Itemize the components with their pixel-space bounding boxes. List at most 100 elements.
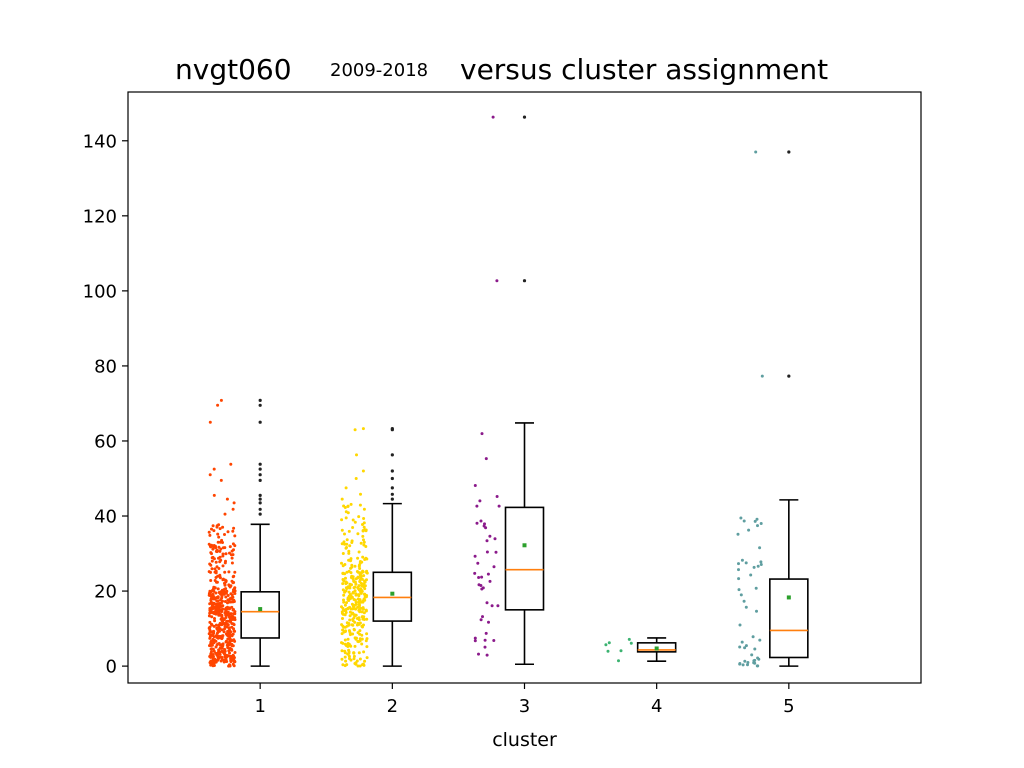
scatter-point bbox=[344, 582, 348, 586]
scatter-point bbox=[736, 532, 740, 536]
scatter-point bbox=[756, 524, 759, 528]
scatter-point bbox=[492, 639, 496, 642]
scatter-point bbox=[208, 635, 212, 639]
scatter-point bbox=[353, 564, 357, 568]
scatter-point bbox=[345, 538, 349, 542]
scatter-point bbox=[353, 636, 357, 640]
scatter-point bbox=[473, 554, 477, 558]
scatter-point bbox=[363, 659, 367, 663]
scatter-point bbox=[341, 617, 344, 620]
scatter-point bbox=[742, 599, 746, 603]
scatter-point bbox=[344, 576, 347, 580]
scatter-point bbox=[217, 556, 220, 560]
scatter-point bbox=[343, 572, 347, 576]
scatter-point bbox=[221, 578, 225, 582]
scatter-point bbox=[230, 625, 234, 629]
scatter-point bbox=[350, 623, 354, 627]
scatter-point bbox=[353, 620, 357, 624]
scatter-point bbox=[479, 618, 483, 622]
scatter-point bbox=[218, 646, 222, 650]
scatter-point bbox=[362, 525, 366, 529]
scatter-point bbox=[756, 656, 760, 660]
outlier-point bbox=[787, 150, 791, 154]
scatter-point bbox=[359, 578, 362, 581]
scatter-point bbox=[473, 639, 477, 643]
scatter-point bbox=[362, 540, 366, 544]
scatter-point bbox=[488, 534, 492, 538]
scatter-point bbox=[360, 610, 364, 614]
scatter-point bbox=[232, 638, 236, 642]
scatter-point bbox=[227, 643, 231, 647]
outlier-point bbox=[258, 507, 262, 511]
cluster-1 bbox=[207, 398, 280, 668]
scatter-point bbox=[346, 511, 350, 515]
scatter-point bbox=[760, 374, 764, 378]
scatter-point bbox=[347, 596, 350, 600]
scatter-point bbox=[223, 624, 227, 628]
scatter-point bbox=[352, 651, 356, 655]
scatter-point bbox=[347, 529, 351, 533]
scatter-point bbox=[226, 637, 230, 641]
scatter-point bbox=[347, 549, 351, 553]
scatter-point bbox=[617, 659, 620, 663]
scatter-point bbox=[352, 598, 356, 601]
scatter-point bbox=[737, 562, 740, 566]
scatter-point bbox=[352, 654, 356, 658]
y-tick-label: 0 bbox=[106, 657, 117, 678]
scatter-point bbox=[355, 570, 359, 573]
scatter-point bbox=[219, 478, 223, 482]
scatter-point bbox=[347, 623, 351, 627]
scatter-point bbox=[224, 616, 228, 619]
scatter-point bbox=[214, 546, 218, 550]
scatter-point bbox=[208, 533, 212, 537]
scatter-point bbox=[750, 653, 754, 657]
scatter-point bbox=[214, 569, 218, 573]
outlier-point bbox=[258, 497, 262, 501]
scatter-point bbox=[359, 492, 362, 496]
scatter-point bbox=[348, 544, 352, 548]
scatter-point bbox=[223, 546, 227, 550]
scatter-point bbox=[208, 473, 212, 477]
cluster-4 bbox=[604, 637, 677, 663]
scatter-point bbox=[358, 664, 362, 668]
scatter-point bbox=[341, 663, 345, 667]
outlier-point bbox=[258, 462, 262, 466]
scatter-point bbox=[215, 626, 219, 630]
y-tick-label: 140 bbox=[83, 131, 117, 152]
y-tick-label: 20 bbox=[94, 582, 117, 603]
scatter-point bbox=[758, 546, 762, 550]
scatter-point bbox=[207, 614, 211, 618]
scatter-point bbox=[216, 655, 220, 659]
scatter-point bbox=[353, 589, 357, 593]
scatter-point bbox=[230, 593, 234, 597]
mean-marker bbox=[522, 543, 527, 548]
mean-marker bbox=[390, 591, 395, 596]
chart-title: nvgt060 2009-2018 versus cluster assignm… bbox=[175, 53, 828, 86]
box-cluster-5 bbox=[769, 578, 809, 659]
scatter-point bbox=[227, 570, 231, 574]
scatter-point bbox=[340, 649, 344, 653]
scatter-point bbox=[739, 516, 743, 520]
scatter-point bbox=[758, 638, 762, 642]
scatter-point bbox=[746, 663, 749, 667]
scatter-point bbox=[737, 588, 741, 592]
scatter-point bbox=[208, 420, 212, 424]
scatter-point bbox=[216, 403, 220, 407]
scatter-point bbox=[218, 527, 222, 531]
scatter-point bbox=[753, 519, 757, 523]
scatter-point bbox=[343, 563, 347, 566]
scatter-point bbox=[354, 593, 358, 597]
scatter-point bbox=[744, 561, 748, 565]
x-tick-label: 4 bbox=[651, 696, 662, 717]
scatter-point bbox=[358, 604, 361, 608]
scatter-point bbox=[365, 557, 369, 561]
x-tick-label: 3 bbox=[519, 696, 530, 717]
scatter-point bbox=[217, 567, 221, 570]
scatter-point bbox=[349, 502, 353, 506]
scatter-point bbox=[211, 524, 215, 528]
scatter-point bbox=[212, 631, 216, 635]
scatter-point bbox=[341, 628, 345, 632]
scatter-point bbox=[484, 631, 488, 635]
scatter-point bbox=[223, 533, 226, 536]
scatter-point bbox=[476, 561, 480, 565]
